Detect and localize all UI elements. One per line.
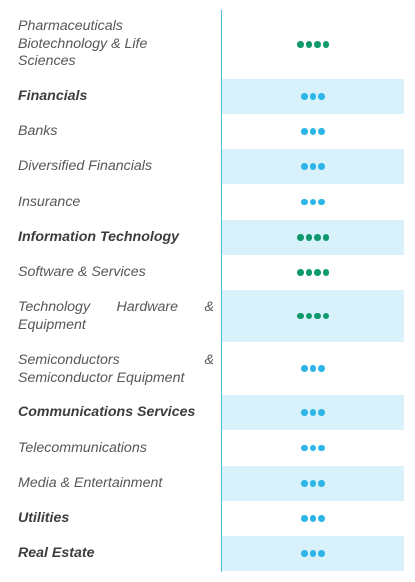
rating-dots xyxy=(222,220,404,255)
rating-dot xyxy=(318,128,325,135)
rating-dot xyxy=(305,41,312,48)
rating-dots xyxy=(222,395,404,430)
sector-label: Communications Services xyxy=(18,404,196,420)
sector-label: Real Estate xyxy=(18,545,95,561)
rating-dot xyxy=(318,163,325,170)
table-row: Media & Entertainment xyxy=(0,466,404,501)
rating-dot xyxy=(309,550,317,557)
rating-dot xyxy=(318,93,325,100)
rating-dots xyxy=(222,114,404,149)
sector-label: Information Technology xyxy=(18,229,180,245)
rating-dot xyxy=(305,312,312,320)
rating-dot xyxy=(309,93,317,100)
rating-dot xyxy=(305,234,312,241)
rating-dot xyxy=(305,269,312,276)
rating-dots xyxy=(222,501,404,536)
sector-label: Technology Hardware & Equipment xyxy=(18,299,214,333)
sector-label: Banks xyxy=(18,123,58,139)
rating-cell xyxy=(222,290,404,342)
rating-dot xyxy=(322,312,329,320)
rating-dots xyxy=(222,342,404,395)
rating-dot xyxy=(322,269,329,276)
rating-dot xyxy=(318,365,325,372)
rating-dot xyxy=(318,444,325,452)
table-row: Information Technology xyxy=(0,220,404,255)
sector-label: Insurance xyxy=(18,194,81,210)
rating-dots xyxy=(222,10,404,79)
column-divider xyxy=(221,10,223,572)
table-row: Communications Services xyxy=(0,395,404,430)
rating-dot xyxy=(309,365,317,372)
table-row: Technology Hardware & Equipment xyxy=(0,290,404,342)
rating-dots xyxy=(222,184,404,220)
sector-label: Media & Entertainment xyxy=(18,475,163,491)
table-row: Semiconductors & Semiconductor Equipment xyxy=(0,342,404,395)
rating-dot xyxy=(322,234,329,241)
rating-dots xyxy=(222,536,404,571)
rating-dots xyxy=(222,430,404,466)
rating-dots xyxy=(222,79,404,114)
rating-dot xyxy=(309,515,317,522)
table-row: Financials xyxy=(0,79,404,114)
rating-dots xyxy=(222,255,404,290)
rating-dot xyxy=(309,480,317,487)
sector-label: Telecommunications xyxy=(18,440,147,456)
rating-dot xyxy=(309,198,317,206)
rating-dot xyxy=(301,409,308,416)
sector-label: Software & Services xyxy=(18,264,146,280)
rating-dot xyxy=(301,480,308,487)
table-row: Software & Services xyxy=(0,255,404,290)
rating-dot xyxy=(297,312,304,320)
rating-dots xyxy=(222,290,404,342)
rating-dot xyxy=(318,550,325,557)
rating-dots xyxy=(222,149,404,184)
rating-dot xyxy=(297,269,304,276)
rating-dot xyxy=(318,198,325,206)
rating-dot xyxy=(309,128,317,135)
rating-dot xyxy=(318,409,325,416)
rating-dot xyxy=(314,269,321,276)
sector-label: Pharmaceuticals Biotechnology & Life Sci… xyxy=(18,18,148,69)
table-row: Pharmaceuticals Biotechnology & Life Sci… xyxy=(0,10,404,79)
rating-dot xyxy=(301,198,308,206)
rating-dot xyxy=(301,444,308,452)
rating-dot xyxy=(314,41,321,48)
rating-dot xyxy=(309,163,317,170)
rating-dot xyxy=(309,409,317,416)
sector-label: Diversified Financials xyxy=(18,158,153,174)
rating-dot xyxy=(301,163,308,170)
rating-dot xyxy=(301,93,308,100)
table-row: Telecommunications xyxy=(0,430,404,466)
rating-dot xyxy=(301,550,308,557)
table-row: Real Estate xyxy=(0,536,404,571)
rating-dot xyxy=(301,365,308,372)
rating-dot xyxy=(314,234,321,241)
rating-dot xyxy=(301,128,308,135)
rating-dot xyxy=(297,234,304,241)
sector-label: Utilities xyxy=(18,510,70,526)
rating-dot xyxy=(309,444,317,452)
rating-dot xyxy=(318,480,325,487)
sector-label: Financials xyxy=(18,88,88,104)
rating-dot xyxy=(318,515,325,522)
rating-dot xyxy=(301,515,308,522)
rating-dots xyxy=(222,466,404,501)
table-row: Banks xyxy=(0,114,404,149)
rating-dot xyxy=(314,312,321,320)
table-row: Insurance xyxy=(0,184,404,220)
table-row: Utilities xyxy=(0,501,404,536)
rating-dot xyxy=(322,41,329,48)
rating-cell xyxy=(222,220,404,255)
sector-label: Semiconductors & Semiconductor Equipment xyxy=(18,352,214,386)
rating-dot xyxy=(297,41,304,48)
table-row: Diversified Financials xyxy=(0,149,404,184)
